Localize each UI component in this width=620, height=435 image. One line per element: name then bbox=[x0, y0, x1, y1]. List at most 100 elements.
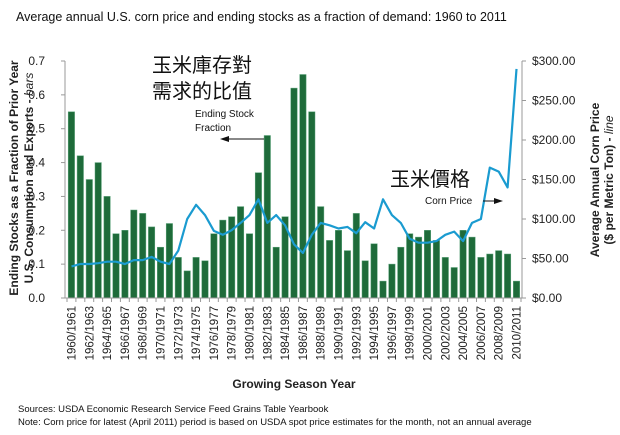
bar-1998 bbox=[406, 233, 414, 299]
x-tick-label: 1992/1993 bbox=[351, 306, 363, 360]
bar-1961 bbox=[76, 155, 84, 299]
bar-1970 bbox=[157, 246, 164, 299]
right-tick-label: $200.00 bbox=[532, 133, 576, 147]
bar-2003 bbox=[450, 267, 458, 299]
x-tick-label: 1976/1977 bbox=[209, 306, 221, 360]
bar-2006 bbox=[477, 257, 485, 299]
bar-1977 bbox=[219, 219, 227, 299]
bar-1965 bbox=[112, 233, 120, 299]
left-tick-label: 0.1 bbox=[28, 257, 45, 271]
bar-1999 bbox=[415, 236, 423, 299]
annotation-stock-cjk-line2: 需求的比值 bbox=[152, 79, 252, 103]
bar-1967 bbox=[130, 209, 138, 299]
left-tick-label: 0.0 bbox=[28, 291, 45, 305]
price-line bbox=[71, 68, 518, 268]
left-tick-label: 0.4 bbox=[28, 156, 45, 170]
bar-1990 bbox=[335, 230, 342, 299]
bar-1974 bbox=[192, 257, 200, 299]
bar-2009 bbox=[504, 253, 512, 299]
right-tick-label: $250.00 bbox=[532, 94, 576, 108]
x-axis-ticks: 1960/1961 1962/1963 1964/1965 1966/1967 1968… bbox=[66, 298, 524, 360]
x-tick-label: 1996/1997 bbox=[387, 306, 399, 360]
annotation-price-cjk: 玉米價格 bbox=[390, 167, 470, 191]
left-axis-label-line1: Ending Stocks as a Fraction of Prior Yea… bbox=[7, 60, 21, 296]
left-axis-ticks: 0.0 0.1 0.2 0.3 0.4 0.5 0.6 0.7 bbox=[28, 54, 65, 305]
bar-1996 bbox=[388, 263, 396, 299]
bar-1968 bbox=[139, 213, 147, 299]
x-tick-label: 1974/1975 bbox=[191, 306, 203, 360]
x-tick-label: 1982/1983 bbox=[262, 306, 274, 360]
bar-1993 bbox=[361, 260, 369, 299]
bar-1985 bbox=[290, 87, 298, 299]
bar-2007 bbox=[486, 253, 494, 299]
bar-2001 bbox=[432, 240, 440, 299]
x-tick-label: 1980/1981 bbox=[245, 306, 257, 360]
left-tick-label: 0.3 bbox=[28, 189, 45, 203]
x-tick-label: 2010/2011 bbox=[512, 306, 524, 360]
x-tick-label: 1970/1971 bbox=[156, 306, 168, 360]
bar-1983 bbox=[272, 246, 280, 299]
annotation-price-arrow bbox=[483, 198, 503, 204]
right-tick-label: $50.00 bbox=[532, 252, 569, 266]
bar-1989 bbox=[326, 240, 334, 299]
left-tick-label: 0.5 bbox=[28, 122, 45, 136]
bar-1994 bbox=[370, 243, 378, 299]
bar-2008 bbox=[495, 250, 503, 299]
bar-1986 bbox=[299, 74, 307, 299]
annotation-stock-arrow bbox=[220, 136, 264, 142]
right-tick-label: $150.00 bbox=[532, 173, 576, 187]
x-tick-label: 1998/1999 bbox=[405, 306, 417, 360]
left-tick-label: 0.7 bbox=[28, 54, 45, 68]
bar-1988 bbox=[317, 206, 325, 299]
x-tick-label: 2004/2005 bbox=[458, 306, 470, 360]
x-tick-label: 1978/1979 bbox=[227, 306, 239, 360]
x-tick-label: 1962/1963 bbox=[84, 306, 96, 360]
annotation-price-en: Corn Price bbox=[425, 196, 473, 207]
x-tick-label: 2002/2003 bbox=[440, 306, 452, 360]
bar-1972 bbox=[174, 257, 182, 299]
right-tick-label: $100.00 bbox=[532, 212, 576, 226]
x-tick-label: 2000/2001 bbox=[423, 306, 435, 360]
x-tick-label: 2008/2009 bbox=[494, 306, 506, 360]
x-tick-label: 1994/1995 bbox=[369, 306, 381, 360]
right-axis-ticks: $0.00 $50.00 $100.00 $150.00 $200.00 $250.00 $… bbox=[522, 54, 576, 305]
bar-1997 bbox=[397, 246, 405, 299]
x-tick-label: 2006/2007 bbox=[476, 306, 488, 360]
annotation-stock-en-line1: Ending Stock bbox=[195, 109, 255, 120]
x-tick-label: 1972/1973 bbox=[173, 306, 185, 360]
x-tick-label: 1990/1991 bbox=[334, 306, 346, 360]
annotation-stock-cjk-line1: 玉米庫存對 bbox=[152, 53, 252, 77]
bar-1973 bbox=[183, 270, 191, 299]
left-tick-label: 0.2 bbox=[28, 223, 45, 237]
bar-2010 bbox=[513, 280, 520, 299]
x-tick-label: 1986/1987 bbox=[298, 306, 310, 360]
footer-sources: Sources: USDA Economic Research Service … bbox=[18, 404, 329, 415]
x-tick-label: 1968/1969 bbox=[138, 306, 150, 360]
bar-1969 bbox=[148, 226, 156, 299]
right-axis-label-line1: Average Annual Corn Price bbox=[588, 102, 602, 257]
bar-2005 bbox=[468, 236, 476, 299]
x-tick-label: 1966/1967 bbox=[120, 306, 132, 360]
x-tick-label: 1984/1985 bbox=[280, 306, 292, 360]
bar-2000 bbox=[424, 230, 431, 299]
bar-1980 bbox=[246, 233, 253, 299]
bar-1964 bbox=[103, 196, 111, 299]
bar-1963 bbox=[94, 162, 102, 299]
right-tick-label: $0.00 bbox=[532, 291, 562, 305]
annotation-stock-en-line2: Fraction bbox=[195, 123, 231, 134]
footer-note: Note: Corn price for latest (April 2011)… bbox=[18, 417, 532, 428]
x-tick-label: 1964/1965 bbox=[102, 306, 114, 360]
x-tick-label: 1960/1961 bbox=[67, 306, 79, 360]
right-tick-label: $300.00 bbox=[532, 54, 576, 68]
bar-1981 bbox=[254, 172, 262, 299]
chart-title: Average annual U.S. corn price and endin… bbox=[16, 10, 507, 24]
bar-1987 bbox=[308, 111, 316, 299]
left-axis-label-line2: U.S. Consumption and Exports - bars bbox=[22, 73, 36, 284]
bar-1962 bbox=[85, 179, 93, 299]
right-axis-label-line2: ($ per Metric Ton) - line bbox=[602, 115, 616, 244]
bar-2002 bbox=[441, 257, 449, 299]
bar-1995 bbox=[379, 280, 387, 299]
bar-1992 bbox=[352, 213, 360, 299]
x-axis-label: Growing Season Year bbox=[232, 377, 355, 391]
